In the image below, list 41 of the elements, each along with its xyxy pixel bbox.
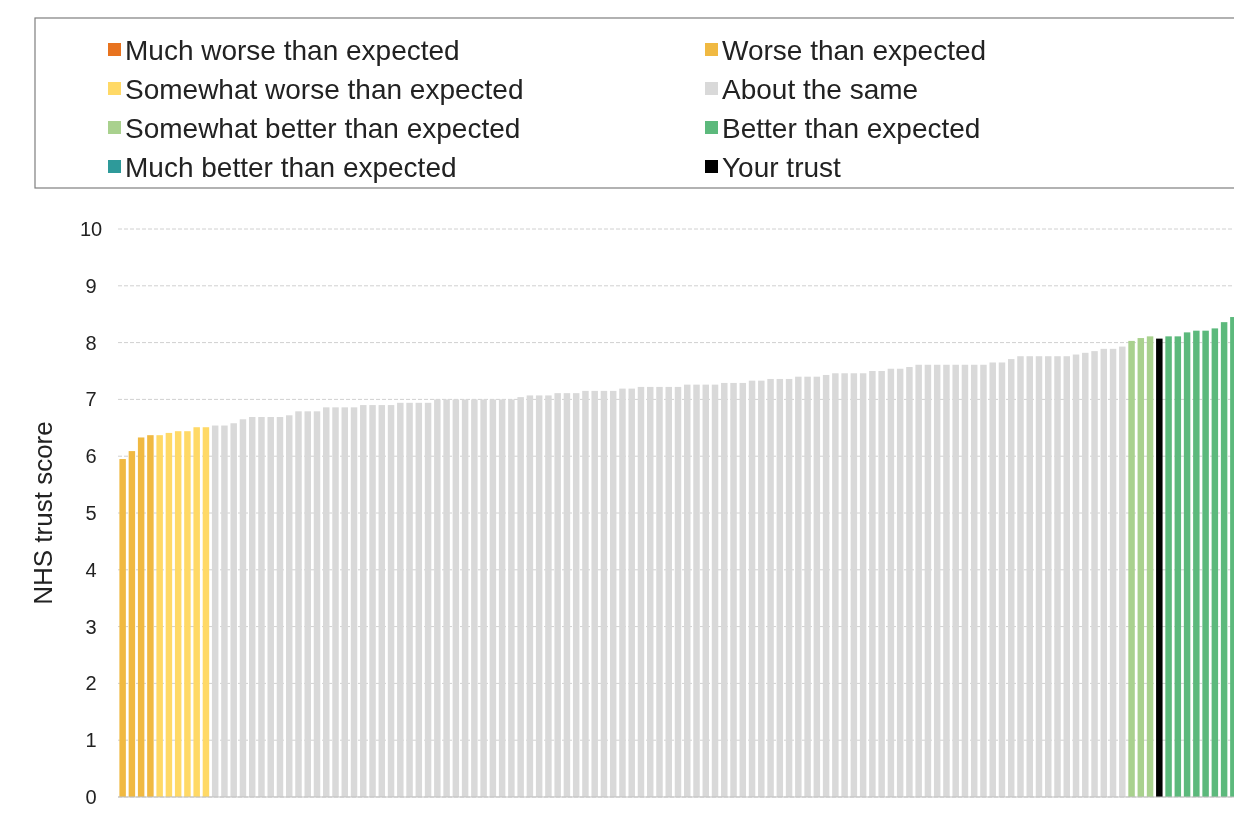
legend-label: Your trust — [722, 151, 842, 183]
bar — [1128, 340, 1135, 797]
bar — [1174, 336, 1182, 797]
bar — [1211, 328, 1219, 797]
legend-label: Much worse than expected — [125, 34, 460, 66]
y-tick-label: 5 — [85, 502, 97, 524]
y-tick-label: 7 — [85, 388, 97, 411]
y-tick-label: 2 — [85, 672, 97, 695]
bar — [128, 451, 136, 797]
bar — [1156, 338, 1163, 797]
bar — [1146, 336, 1154, 797]
bar — [156, 435, 163, 797]
legend-label: Somewhat better than expected — [125, 112, 521, 144]
y-tick-label: 0 — [85, 786, 97, 808]
bar — [137, 437, 145, 797]
bar — [193, 427, 200, 797]
legend-label: Worse than expected — [722, 34, 987, 66]
y-tick-label: 6 — [85, 445, 97, 468]
bar — [1183, 332, 1191, 797]
legend-label: Better than expected — [722, 112, 981, 144]
bar — [165, 432, 173, 797]
bar — [1193, 330, 1200, 797]
legend-label: Somewhat worse than expected — [125, 73, 524, 105]
y-tick-label: 10 — [79, 218, 103, 240]
legend-label: About the same — [722, 73, 919, 105]
legend-label: Much better than expected — [125, 151, 457, 183]
bar — [119, 459, 126, 797]
y-tick-label: 3 — [85, 615, 97, 638]
bar — [1165, 336, 1172, 797]
y-tick-label: 9 — [85, 274, 97, 297]
bar — [174, 431, 182, 797]
bar — [184, 431, 191, 797]
y-tick-label: 8 — [85, 331, 97, 354]
bar — [1202, 330, 1209, 797]
bar — [1220, 322, 1228, 797]
y-tick-label: 4 — [85, 558, 97, 581]
y-tick-label: 1 — [85, 729, 97, 752]
bar — [202, 427, 210, 797]
y-axis-title: NHS trust score — [28, 421, 58, 605]
bar — [147, 435, 154, 797]
bar — [1137, 338, 1145, 797]
